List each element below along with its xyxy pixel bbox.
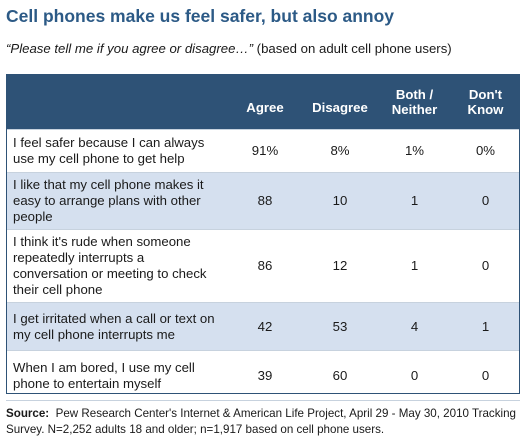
cell-disagree: 53 xyxy=(302,302,378,351)
cell-dont-know: 0% xyxy=(451,129,520,173)
header-agree: Agree xyxy=(228,74,302,130)
cell-disagree: 12 xyxy=(302,229,378,303)
row-statement: When I am bored, I use my cell phone to … xyxy=(6,350,228,401)
row-statement: I get irritated when a call or text on m… xyxy=(6,302,228,351)
table-row: I think it's rude when someone repeatedl… xyxy=(6,229,520,303)
cell-agree: 39 xyxy=(228,350,302,401)
survey-question: “Please tell me if you agree or disagree… xyxy=(6,41,254,56)
cell-agree: 88 xyxy=(228,172,302,230)
table-row: I get irritated when a call or text on m… xyxy=(6,302,520,351)
table-row: I like that my cell phone makes it easy … xyxy=(6,172,520,230)
cell-agree: 91% xyxy=(228,129,302,173)
cell-dont-know: 0 xyxy=(451,350,520,401)
header-disagree: Disagree xyxy=(302,74,378,130)
source-label: Source: xyxy=(6,407,50,420)
source-text: Pew Research Center's Internet & America… xyxy=(6,407,520,436)
header-statement xyxy=(6,74,228,130)
chart-title: Cell phones make us feel safer, but also… xyxy=(6,6,395,26)
cell-dont-know: 1 xyxy=(451,302,520,351)
survey-basis: (based on adult cell phone users) xyxy=(253,41,452,56)
cell-both-neither: 1 xyxy=(378,229,451,303)
header-both-neither: Both / Neither xyxy=(378,74,451,130)
survey-table: Agree Disagree Both / Neither Don't Know… xyxy=(6,74,520,401)
table-row: When I am bored, I use my cell phone to … xyxy=(6,350,520,401)
cell-both-neither: 0 xyxy=(378,350,451,401)
header-dont-know: Don't Know xyxy=(451,74,520,130)
cell-disagree: 8% xyxy=(302,129,378,173)
row-statement: I think it's rude when someone repeatedl… xyxy=(6,229,228,303)
cell-dont-know: 0 xyxy=(451,172,520,230)
header-row: Agree Disagree Both / Neither Don't Know xyxy=(6,74,520,130)
table-row: I feel safer because I can always use my… xyxy=(6,129,520,173)
cell-both-neither: 4 xyxy=(378,302,451,351)
cell-both-neither: 1% xyxy=(378,129,451,173)
cell-agree: 42 xyxy=(228,302,302,351)
source-note: Source: Pew Research Center's Internet &… xyxy=(6,406,524,438)
cell-dont-know: 0 xyxy=(451,229,520,303)
cell-disagree: 60 xyxy=(302,350,378,401)
cell-disagree: 10 xyxy=(302,172,378,230)
cell-agree: 86 xyxy=(228,229,302,303)
row-statement: I feel safer because I can always use my… xyxy=(6,129,228,173)
cell-both-neither: 1 xyxy=(378,172,451,230)
row-statement: I like that my cell phone makes it easy … xyxy=(6,172,228,230)
chart-subtitle: “Please tell me if you agree or disagree… xyxy=(6,41,452,56)
